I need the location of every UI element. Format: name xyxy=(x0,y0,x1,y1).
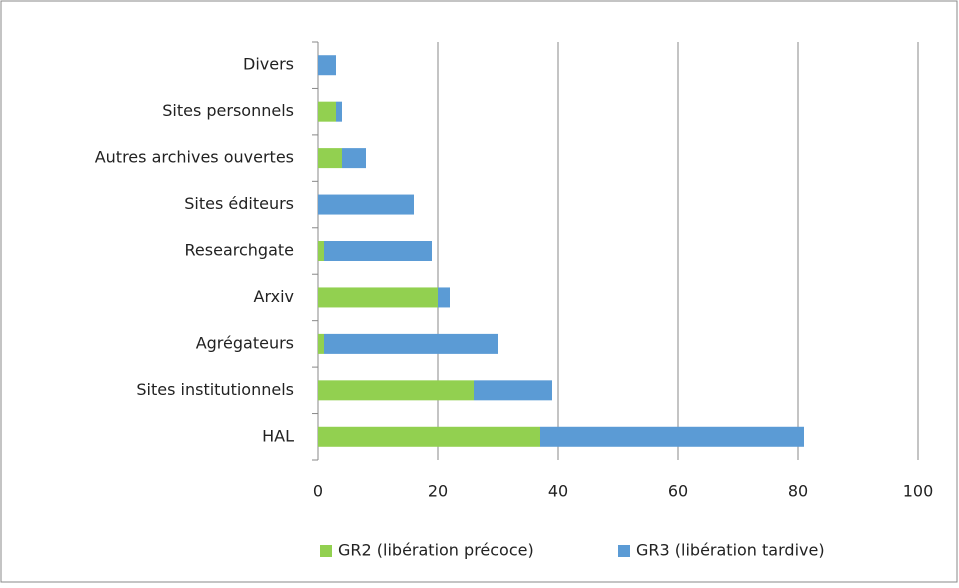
y-tick-label: Arxiv xyxy=(254,287,294,306)
bar xyxy=(318,55,336,76)
bar xyxy=(324,333,498,354)
legend-label: GR3 (libération tardive) xyxy=(636,541,825,560)
bar xyxy=(324,241,432,261)
y-tick-label: Sites institutionnels xyxy=(136,380,294,399)
bar xyxy=(318,333,324,354)
legend-swatch xyxy=(618,545,630,557)
bar xyxy=(318,101,336,122)
x-tick-label: 20 xyxy=(428,482,448,501)
y-tick-label: HAL xyxy=(262,426,294,445)
y-tick-label: Divers xyxy=(243,55,294,74)
y-tick-label: Sites éditeurs xyxy=(184,194,294,213)
y-tick-label: Agrégateurs xyxy=(196,333,294,352)
bar xyxy=(342,148,366,169)
bar xyxy=(318,380,474,401)
bar xyxy=(318,148,342,169)
x-tick-label: 60 xyxy=(668,482,688,501)
y-tick-label: Autres archives ouvertes xyxy=(95,148,294,167)
bar xyxy=(438,287,450,308)
x-tick-label: 80 xyxy=(788,482,808,501)
y-tick-label: Researchgate xyxy=(185,241,294,260)
bar xyxy=(318,194,414,215)
bar xyxy=(318,426,540,447)
bar xyxy=(540,426,804,447)
y-tick-label: Sites personnels xyxy=(162,101,294,120)
bar xyxy=(318,287,438,308)
x-tick-label: 0 xyxy=(313,482,323,501)
x-tick-label: 100 xyxy=(903,482,934,501)
legend-label: GR2 (libération précoce) xyxy=(338,541,534,560)
bar xyxy=(474,380,552,401)
bar xyxy=(336,101,342,122)
legend-swatch xyxy=(320,545,332,557)
x-tick-label: 40 xyxy=(548,482,568,501)
bar xyxy=(318,241,324,261)
